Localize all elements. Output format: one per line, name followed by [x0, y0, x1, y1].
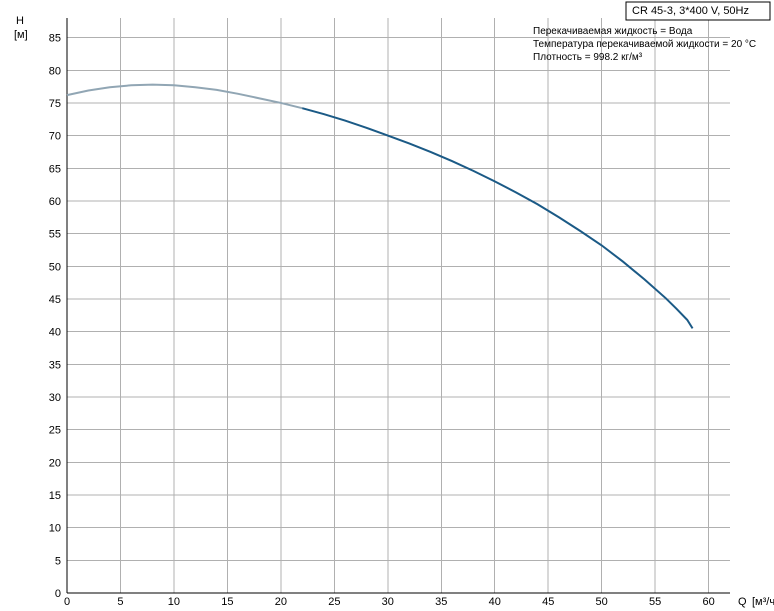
- y-tick-label: 70: [49, 131, 61, 143]
- x-tick-label: 60: [702, 596, 714, 608]
- x-tick-label: 20: [275, 596, 287, 608]
- x-tick-label: 25: [328, 596, 340, 608]
- title-text: CR 45-3, 3*400 V, 50Hz: [632, 5, 749, 17]
- x-tick-label: 35: [435, 596, 447, 608]
- y-tick-label: 80: [49, 65, 61, 77]
- x-tick-label: 10: [168, 596, 180, 608]
- pump-curve-grey: [67, 85, 302, 109]
- x-axis-label-symbol: Q: [738, 596, 747, 608]
- y-tick-label: 60: [49, 196, 61, 208]
- x-tick-label: 55: [649, 596, 661, 608]
- y-tick-label: 10: [49, 523, 61, 535]
- x-tick-label: 40: [489, 596, 501, 608]
- x-tick-label: 0: [64, 596, 70, 608]
- y-tick-label: 25: [49, 425, 61, 437]
- annotation-line-2: Температура перекачиваемой жидкости = 20…: [533, 39, 756, 50]
- pump-curve-blue: [302, 108, 692, 328]
- x-tick-label: 50: [596, 596, 608, 608]
- y-tick-label: 0: [55, 588, 61, 600]
- y-tick-label: 65: [49, 163, 61, 175]
- y-tick-label: 50: [49, 261, 61, 273]
- annotation-line-3: Плотность = 998.2 кг/м³: [533, 52, 643, 63]
- y-tick-label: 40: [49, 327, 61, 339]
- x-tick-label: 15: [221, 596, 233, 608]
- y-tick-label: 85: [49, 33, 61, 45]
- y-tick-label: 5: [55, 555, 61, 567]
- annotation-line-1: Перекачиваемая жидкость = Вода: [533, 26, 693, 37]
- y-tick-label: 55: [49, 229, 61, 241]
- x-tick-label: 30: [382, 596, 394, 608]
- y-tick-label: 35: [49, 359, 61, 371]
- x-tick-label: 5: [117, 596, 123, 608]
- y-tick-label: 20: [49, 457, 61, 469]
- y-tick-label: 75: [49, 98, 61, 110]
- x-axis-label-unit: [м³/ч]: [752, 596, 774, 608]
- y-axis-label-symbol: H: [16, 15, 24, 27]
- y-axis-label-unit: [м]: [14, 29, 28, 41]
- y-tick-label: 30: [49, 392, 61, 404]
- y-tick-label: 15: [49, 490, 61, 502]
- y-tick-label: 45: [49, 294, 61, 306]
- x-tick-label: 45: [542, 596, 554, 608]
- pump-curve-chart: 0 5 10 15 20 25 30 35 40 45 50 55 60 0 5 10 15 20 25 30 35 40…: [0, 0, 774, 611]
- chart-grid: [67, 18, 730, 593]
